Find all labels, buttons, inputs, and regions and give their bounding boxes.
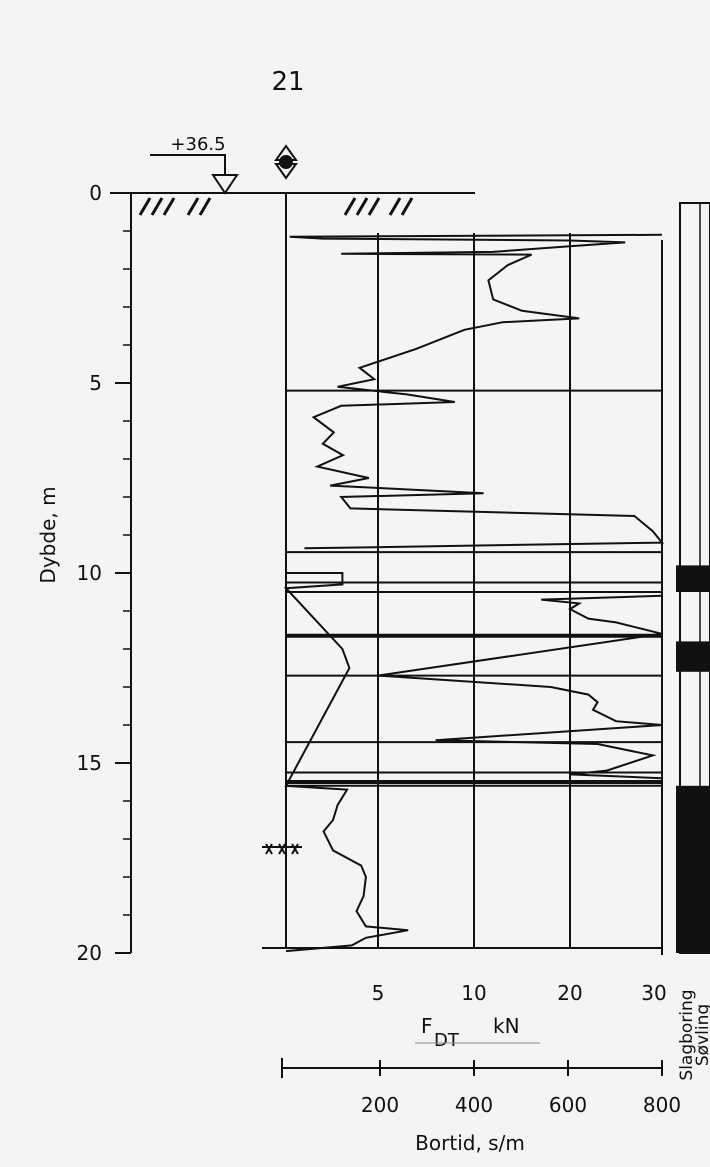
depth-tick-label-5: 5: [89, 371, 102, 395]
fdt-gridlines: [377, 233, 571, 948]
fdt-tick-label-30: 30: [641, 981, 666, 1005]
bortid-tick-label-800: 800: [643, 1093, 681, 1117]
bortid-tick-label-200: 200: [361, 1093, 399, 1117]
depth-tick-label-15: 15: [77, 751, 102, 775]
groundwater-marker-icon: [262, 843, 302, 855]
fdt-curve-lower: [377, 594, 663, 780]
elevation-leader-line: [150, 154, 226, 175]
black-layers: [676, 565, 710, 953]
fdt-curve-upper: [289, 233, 665, 550]
fdt-tick-label-10: 10: [461, 981, 486, 1005]
bortid-curve: [283, 572, 409, 953]
depth-tick-label-20: 20: [77, 941, 102, 965]
ground-hatch-left: [138, 197, 212, 216]
black-layer-0: [676, 565, 710, 592]
borehole-symbol-icon: [274, 144, 298, 180]
fdt-axis-title-main: F: [421, 1014, 433, 1038]
bortid-tick-label-400: 400: [455, 1093, 493, 1117]
column-label-slagboring: Slagboring: [677, 989, 697, 1080]
depth-axis-ticks: 0 5 10 15 20: [77, 181, 131, 965]
layer-boundary-lines: [286, 389, 662, 787]
column-label-soevling: Søvling: [693, 1004, 710, 1066]
fdt-axis-title-sub: DT: [434, 1030, 460, 1051]
fdt-tick-label-5: 5: [372, 981, 385, 1005]
fdt-axis-unit: kN: [493, 1014, 520, 1038]
bortid-axis-ticks: 200 400 600 800: [281, 1058, 681, 1117]
depth-tick-label-10: 10: [77, 561, 102, 585]
black-layer-2: [676, 785, 710, 953]
page-number: 21: [271, 67, 304, 97]
bortid-axis-title: Bortid, s/m: [415, 1131, 525, 1155]
depth-tick-label-0: 0: [89, 181, 102, 205]
fdt-axis-tick-labels: 5 10 20 30: [372, 981, 667, 1005]
water-level-triangle-icon: [211, 174, 239, 195]
bortid-tick-label-600: 600: [549, 1093, 587, 1117]
elevation-label: +36.5: [170, 134, 225, 155]
black-layer-1: [676, 641, 710, 672]
fdt-tick-label-20: 20: [557, 981, 582, 1005]
ground-hatch-right: [343, 197, 414, 216]
depth-axis-title: Dybde, m: [36, 486, 60, 583]
